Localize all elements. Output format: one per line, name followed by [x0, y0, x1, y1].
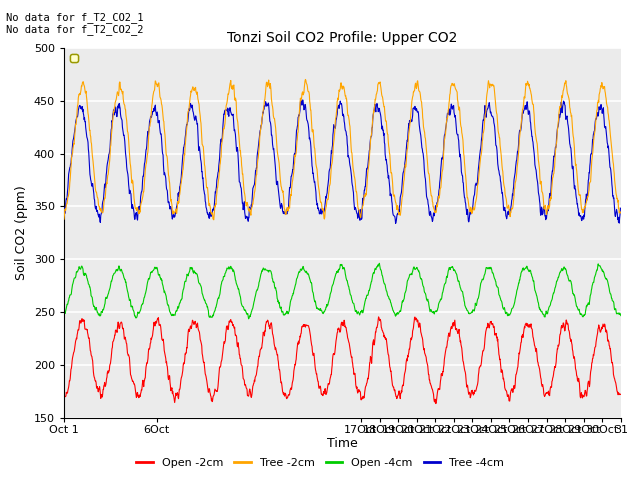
Text: No data for f_T2_CO2_2: No data for f_T2_CO2_2: [6, 24, 144, 35]
Legend: Open -2cm, Tree -2cm, Open -4cm, Tree -4cm: Open -2cm, Tree -2cm, Open -4cm, Tree -4…: [132, 453, 508, 472]
Title: Tonzi Soil CO2 Profile: Upper CO2: Tonzi Soil CO2 Profile: Upper CO2: [227, 32, 458, 46]
Text: No data for f_T2_CO2_1: No data for f_T2_CO2_1: [6, 12, 144, 23]
X-axis label: Time: Time: [327, 437, 358, 450]
Legend: : [70, 54, 79, 62]
Y-axis label: Soil CO2 (ppm): Soil CO2 (ppm): [15, 185, 28, 280]
